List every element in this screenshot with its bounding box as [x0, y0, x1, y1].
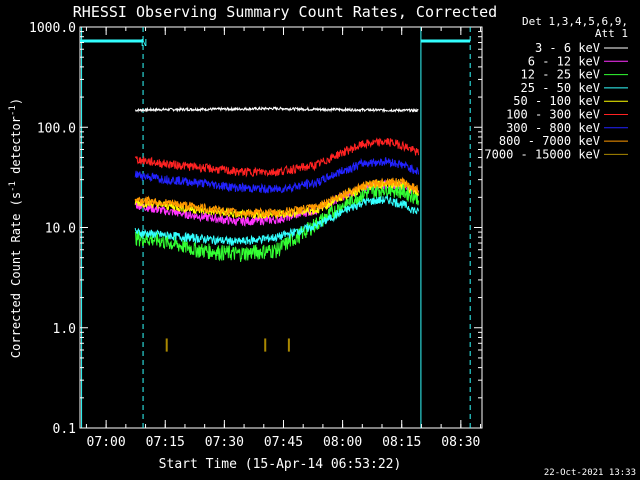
legend-header: Det 1,3,4,5,6,9, [522, 15, 628, 28]
y-tick-label: 1.0 [53, 322, 76, 337]
y-axis-label-part: ) [9, 98, 23, 105]
legend-entry-label: 50 - 100 keV [513, 94, 600, 108]
x-tick-label: 07:00 [87, 435, 126, 450]
footer-date: 22-Oct-2021 13:33 [544, 468, 636, 478]
y-axis-label-part: Corrected Count Rate (s [9, 192, 23, 358]
x-axis-label: Start Time (15-Apr-14 06:53:22) [159, 457, 402, 472]
legend-entry-label: 3 - 6 keV [535, 41, 600, 55]
plot-area [79, 26, 483, 429]
flag-bar-label: N [141, 38, 147, 49]
plot-frame [79, 26, 483, 429]
legend-entry-label: 800 - 7000 keV [499, 134, 600, 148]
y-tick-label: 100.0 [37, 121, 76, 136]
x-tick-label: 08:00 [323, 435, 362, 450]
y-axis-label-part: -1 [8, 105, 18, 116]
y-tick-label: 0.1 [53, 422, 76, 437]
y-tick-label: 1000.0 [29, 21, 76, 36]
legend-entry-label: 6 - 12 keV [528, 54, 600, 68]
series-line [134, 157, 419, 194]
x-tick-label: 07:45 [264, 435, 303, 450]
x-tick-label: 07:30 [205, 435, 244, 450]
x-tick-label: 08:15 [382, 435, 421, 450]
series-line [134, 195, 419, 246]
legend-entry-label: 25 - 50 keV [521, 81, 600, 95]
y-axis-label-part: detector [9, 116, 23, 181]
legend-entry-label: 300 - 800 keV [506, 121, 600, 135]
legend-header: Att 1 [595, 27, 628, 40]
flag-bars: N [80, 27, 471, 428]
axes: 1000.0 100.0 10.0 1.0 0.1 07:00 07:15 07:30 07:4… [29, 21, 482, 450]
chart-title: RHESSI Observing Summary Count Rates, Co… [73, 3, 497, 21]
x-tick-label: 08:30 [441, 435, 480, 450]
legend-entry-label: 12 - 25 keV [521, 68, 600, 82]
y-axis-label-part: -1 [8, 181, 18, 192]
series-group [134, 106, 419, 352]
x-tick-label: 07:15 [146, 435, 185, 450]
series-line [134, 176, 419, 218]
legend-entry-label: 7000 - 15000 keV [484, 147, 600, 161]
series-line [134, 181, 419, 262]
series-line [134, 106, 419, 113]
legend-entry-label: 100 - 300 keV [506, 108, 600, 122]
y-tick-label: 10.0 [45, 222, 76, 237]
series-line [134, 137, 419, 178]
y-axis-label: Corrected Count Rate (s-1 detector-1) [8, 98, 23, 358]
